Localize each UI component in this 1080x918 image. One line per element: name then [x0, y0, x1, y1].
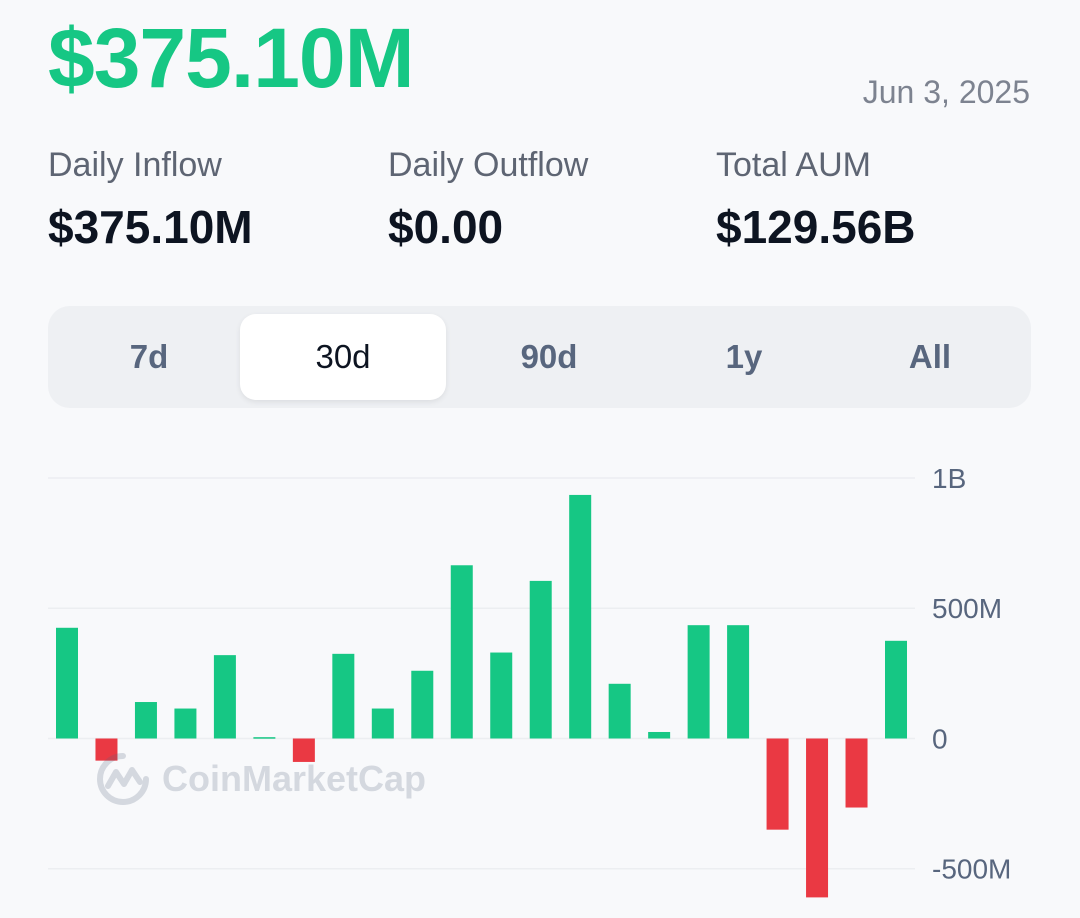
flow-bar[interactable] — [529, 580, 552, 739]
stat-total-aum: Total AUM $129.56B — [716, 144, 916, 254]
flow-bar[interactable] — [885, 640, 907, 739]
date-label: Jun 3, 2025 — [862, 74, 1030, 110]
headline-net-flow: $375.10M — [48, 11, 415, 105]
tab-all[interactable]: All — [908, 338, 952, 375]
flow-bar[interactable] — [213, 655, 236, 739]
flow-bar[interactable] — [332, 653, 355, 739]
watermark-text: CoinMarketCap — [162, 758, 427, 799]
flow-bar[interactable] — [569, 494, 592, 739]
flow-bar[interactable] — [490, 652, 513, 739]
y-tick-label: 500M — [932, 593, 1002, 624]
flow-bar[interactable] — [845, 738, 868, 808]
coinmarketcap-logo-icon — [97, 753, 149, 805]
flow-bar[interactable] — [411, 670, 434, 739]
stat-value: $0.00 — [388, 201, 504, 253]
flow-bar[interactable] — [648, 731, 671, 739]
stat-daily-inflow: Daily Inflow $375.10M — [48, 144, 253, 254]
flow-bar[interactable] — [766, 738, 789, 830]
watermark: CoinMarketCap — [96, 752, 426, 806]
tab-30d[interactable]: 30d — [240, 314, 446, 400]
flows-bar-chart: 1B 500M 0 -500M — [48, 463, 1011, 898]
flow-bar[interactable] — [174, 708, 197, 739]
flow-bar[interactable] — [371, 708, 394, 739]
flow-bar[interactable] — [727, 625, 750, 739]
flow-bar[interactable] — [450, 565, 473, 739]
tab-1y[interactable]: 1y — [725, 338, 763, 375]
flow-bar[interactable] — [253, 737, 276, 739]
flow-bar[interactable] — [56, 627, 78, 739]
timeframe-tabs: 7d 30d 90d 1y All — [48, 306, 1031, 408]
y-tick-label: 0 — [932, 723, 948, 754]
stat-value: $129.56B — [716, 201, 916, 253]
stat-value: $375.10M — [48, 201, 253, 253]
y-tick-label: -500M — [932, 854, 1011, 885]
stat-label: Daily Outflow — [388, 146, 589, 184]
flow-bar[interactable] — [687, 625, 710, 739]
y-tick-label: 1B — [932, 463, 966, 494]
flow-bar[interactable] — [806, 738, 829, 898]
stat-label: Total AUM — [716, 146, 871, 184]
stat-daily-outflow: Daily Outflow $0.00 — [388, 144, 588, 254]
tab-7d[interactable]: 7d — [129, 338, 169, 375]
tab-90d[interactable]: 90d — [520, 338, 578, 375]
flow-bar[interactable] — [134, 702, 157, 739]
flow-bar[interactable] — [292, 738, 315, 762]
stat-label: Daily Inflow — [48, 146, 222, 184]
flow-bar[interactable] — [95, 738, 118, 761]
flow-bar[interactable] — [608, 683, 631, 739]
